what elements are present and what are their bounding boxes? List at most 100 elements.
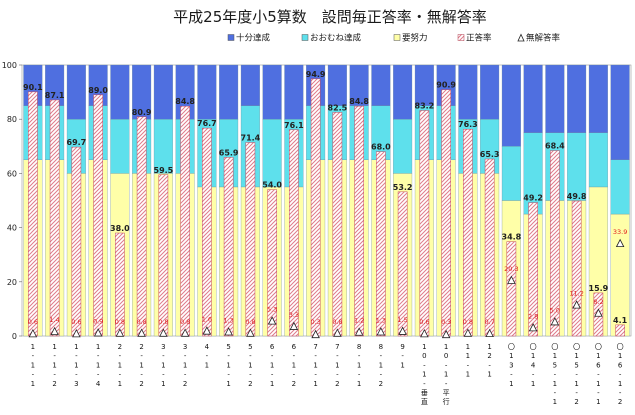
category-label-char: -: [249, 352, 252, 360]
correct-rate-bar-26: [571, 200, 582, 337]
no-answer-marker-24: [528, 323, 538, 332]
category-label-char: -: [227, 352, 230, 360]
category-label-char: 2: [335, 380, 339, 388]
stack-bar-3-11: [240, 64, 260, 106]
category-label-char: 1: [553, 352, 557, 360]
category-label-char: -: [249, 371, 252, 379]
category-label-4: 1-1-4: [96, 343, 101, 388]
category-label-char: 2: [487, 352, 491, 360]
category-label-char: 1: [139, 361, 143, 369]
no-answer-label-18: 1.5: [397, 316, 407, 324]
no-answer-marker-11: [246, 328, 255, 337]
category-label-char: 1: [357, 361, 361, 369]
correct-rate-label-27: 15.9: [589, 284, 609, 293]
stack-bar-3-28: [610, 64, 630, 160]
correct-rate-bar-19: [419, 110, 430, 337]
category-label-11: 5-1-2: [248, 343, 252, 388]
category-label-char: -: [184, 371, 187, 379]
no-answer-label-3: 0.6: [71, 318, 81, 326]
stack-bar-2-18: [393, 119, 413, 174]
correct-rate-bar-15: [332, 112, 343, 337]
correct-rate-label-28: 4.1: [613, 316, 628, 325]
category-label-char: -: [97, 352, 100, 360]
category-label-15: 7-1-2: [335, 343, 339, 388]
no-answer-label-6: 0.8: [136, 318, 146, 326]
no-answer-marker-9: [202, 326, 212, 335]
category-label-char: 1: [161, 361, 165, 369]
category-label-char: -: [336, 371, 339, 379]
no-answer-marker-1: [28, 328, 38, 338]
legend-label-4: 正答率: [466, 33, 492, 44]
category-label-char: -: [119, 352, 122, 360]
category-label-char: -: [575, 371, 578, 379]
category-label-char: -: [53, 371, 56, 379]
correct-rate-label-23: 34.8: [502, 233, 522, 242]
category-label-16: 8-1-1: [357, 343, 361, 388]
category-label-char: 2: [139, 380, 143, 388]
chart-title: 平成25年度小5算数 設問毎正答率・無解答率: [173, 8, 487, 26]
category-label-2: 1-1-2: [52, 343, 56, 388]
no-answer-marker-5: [115, 328, 125, 337]
no-answer-marker-6: [137, 328, 146, 337]
category-label-char: -: [358, 371, 361, 379]
category-label-char: 1: [574, 380, 578, 388]
stack-bar-2-27: [588, 132, 608, 188]
correct-rate-bar-4: [93, 94, 103, 337]
correct-rate-label-17: 68.0: [371, 143, 391, 152]
stack-bar-3-10: [219, 64, 239, 120]
stack-bar-3-12: [262, 64, 282, 120]
category-label-char: 1: [31, 361, 35, 369]
no-answer-label-7: 0.8: [158, 318, 168, 326]
category-label-char: -: [75, 352, 78, 360]
category-label-char: 1: [422, 371, 426, 379]
stack-bar-3-18: [393, 64, 413, 120]
category-label-char: 1: [466, 343, 470, 351]
category-label-char: -: [445, 361, 448, 369]
no-answer-marker-23: [507, 275, 516, 284]
category-label-char: 1: [52, 343, 56, 351]
category-label-char: -: [75, 371, 78, 379]
y-tick-label-3: 40: [7, 224, 17, 233]
stack-bar-3-22: [480, 64, 500, 120]
category-label-char: 6: [596, 361, 601, 369]
no-answer-marker-18: [398, 326, 407, 335]
category-label-char: 平: [443, 389, 450, 397]
category-label-char: 1: [335, 361, 339, 369]
category-label-char: -: [140, 371, 143, 379]
category-label-6: 2-1-2: [139, 343, 143, 388]
category-label-char: 2: [139, 343, 143, 351]
stack-bar-2-5: [110, 119, 130, 174]
stack-bar-3-9: [197, 64, 217, 120]
category-label-28: 〇16-1-2: [617, 343, 624, 406]
category-label-7: 3-1-1: [161, 343, 165, 388]
no-answer-marker-28: [615, 238, 625, 248]
no-answer-label-16: 1.2: [354, 317, 364, 325]
category-label-char: 1: [357, 380, 361, 388]
correct-rate-bar-6: [136, 116, 147, 337]
plot-area: 90.187.169.789.038.080.959.584.876.765.9…: [2, 61, 632, 406]
category-label-char: -: [423, 361, 426, 369]
correct-rate-label-19: 83.2: [415, 102, 435, 111]
no-answer-marker-13: [289, 321, 299, 330]
no-answer-marker-19: [420, 328, 429, 338]
category-label-char: -: [271, 352, 274, 360]
legend: 十分達成 おおむね達成 要努力 正答率 無解答率: [227, 33, 561, 44]
correct-rate-label-9: 76.7: [197, 119, 217, 128]
category-label-char: 1: [313, 380, 317, 388]
category-label-18: 9-1: [400, 343, 404, 369]
no-answer-label-28: 33.9: [613, 228, 627, 236]
correct-rate-label-13: 76.1: [284, 121, 304, 130]
category-label-char: 1: [31, 380, 35, 388]
category-label-char: -: [575, 389, 578, 397]
correct-rate-label-10: 65.9: [219, 148, 239, 157]
stack-bar-3-17: [371, 64, 391, 106]
no-answer-label-22: 0.7: [484, 318, 494, 326]
category-label-char: 2: [52, 380, 56, 388]
legend-swatch-4: [457, 34, 465, 41]
no-answer-marker-4: [93, 328, 103, 337]
legend-label-5: 無解答率: [526, 33, 561, 44]
category-label-char: -: [380, 371, 383, 379]
no-answer-marker-25: [550, 317, 560, 326]
category-label-char: -: [97, 371, 100, 379]
category-label-char: -: [293, 352, 296, 360]
